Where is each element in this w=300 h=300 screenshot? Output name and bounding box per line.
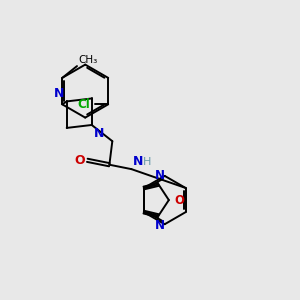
Text: N: N xyxy=(54,87,64,100)
Text: O: O xyxy=(75,154,85,167)
Text: O: O xyxy=(174,194,184,207)
Text: N: N xyxy=(155,219,165,232)
Text: H: H xyxy=(143,157,151,167)
Text: Cl: Cl xyxy=(78,98,91,111)
Text: N: N xyxy=(155,169,165,182)
Text: CH₃: CH₃ xyxy=(79,55,98,64)
Text: N: N xyxy=(94,127,104,140)
Text: N: N xyxy=(133,155,143,168)
